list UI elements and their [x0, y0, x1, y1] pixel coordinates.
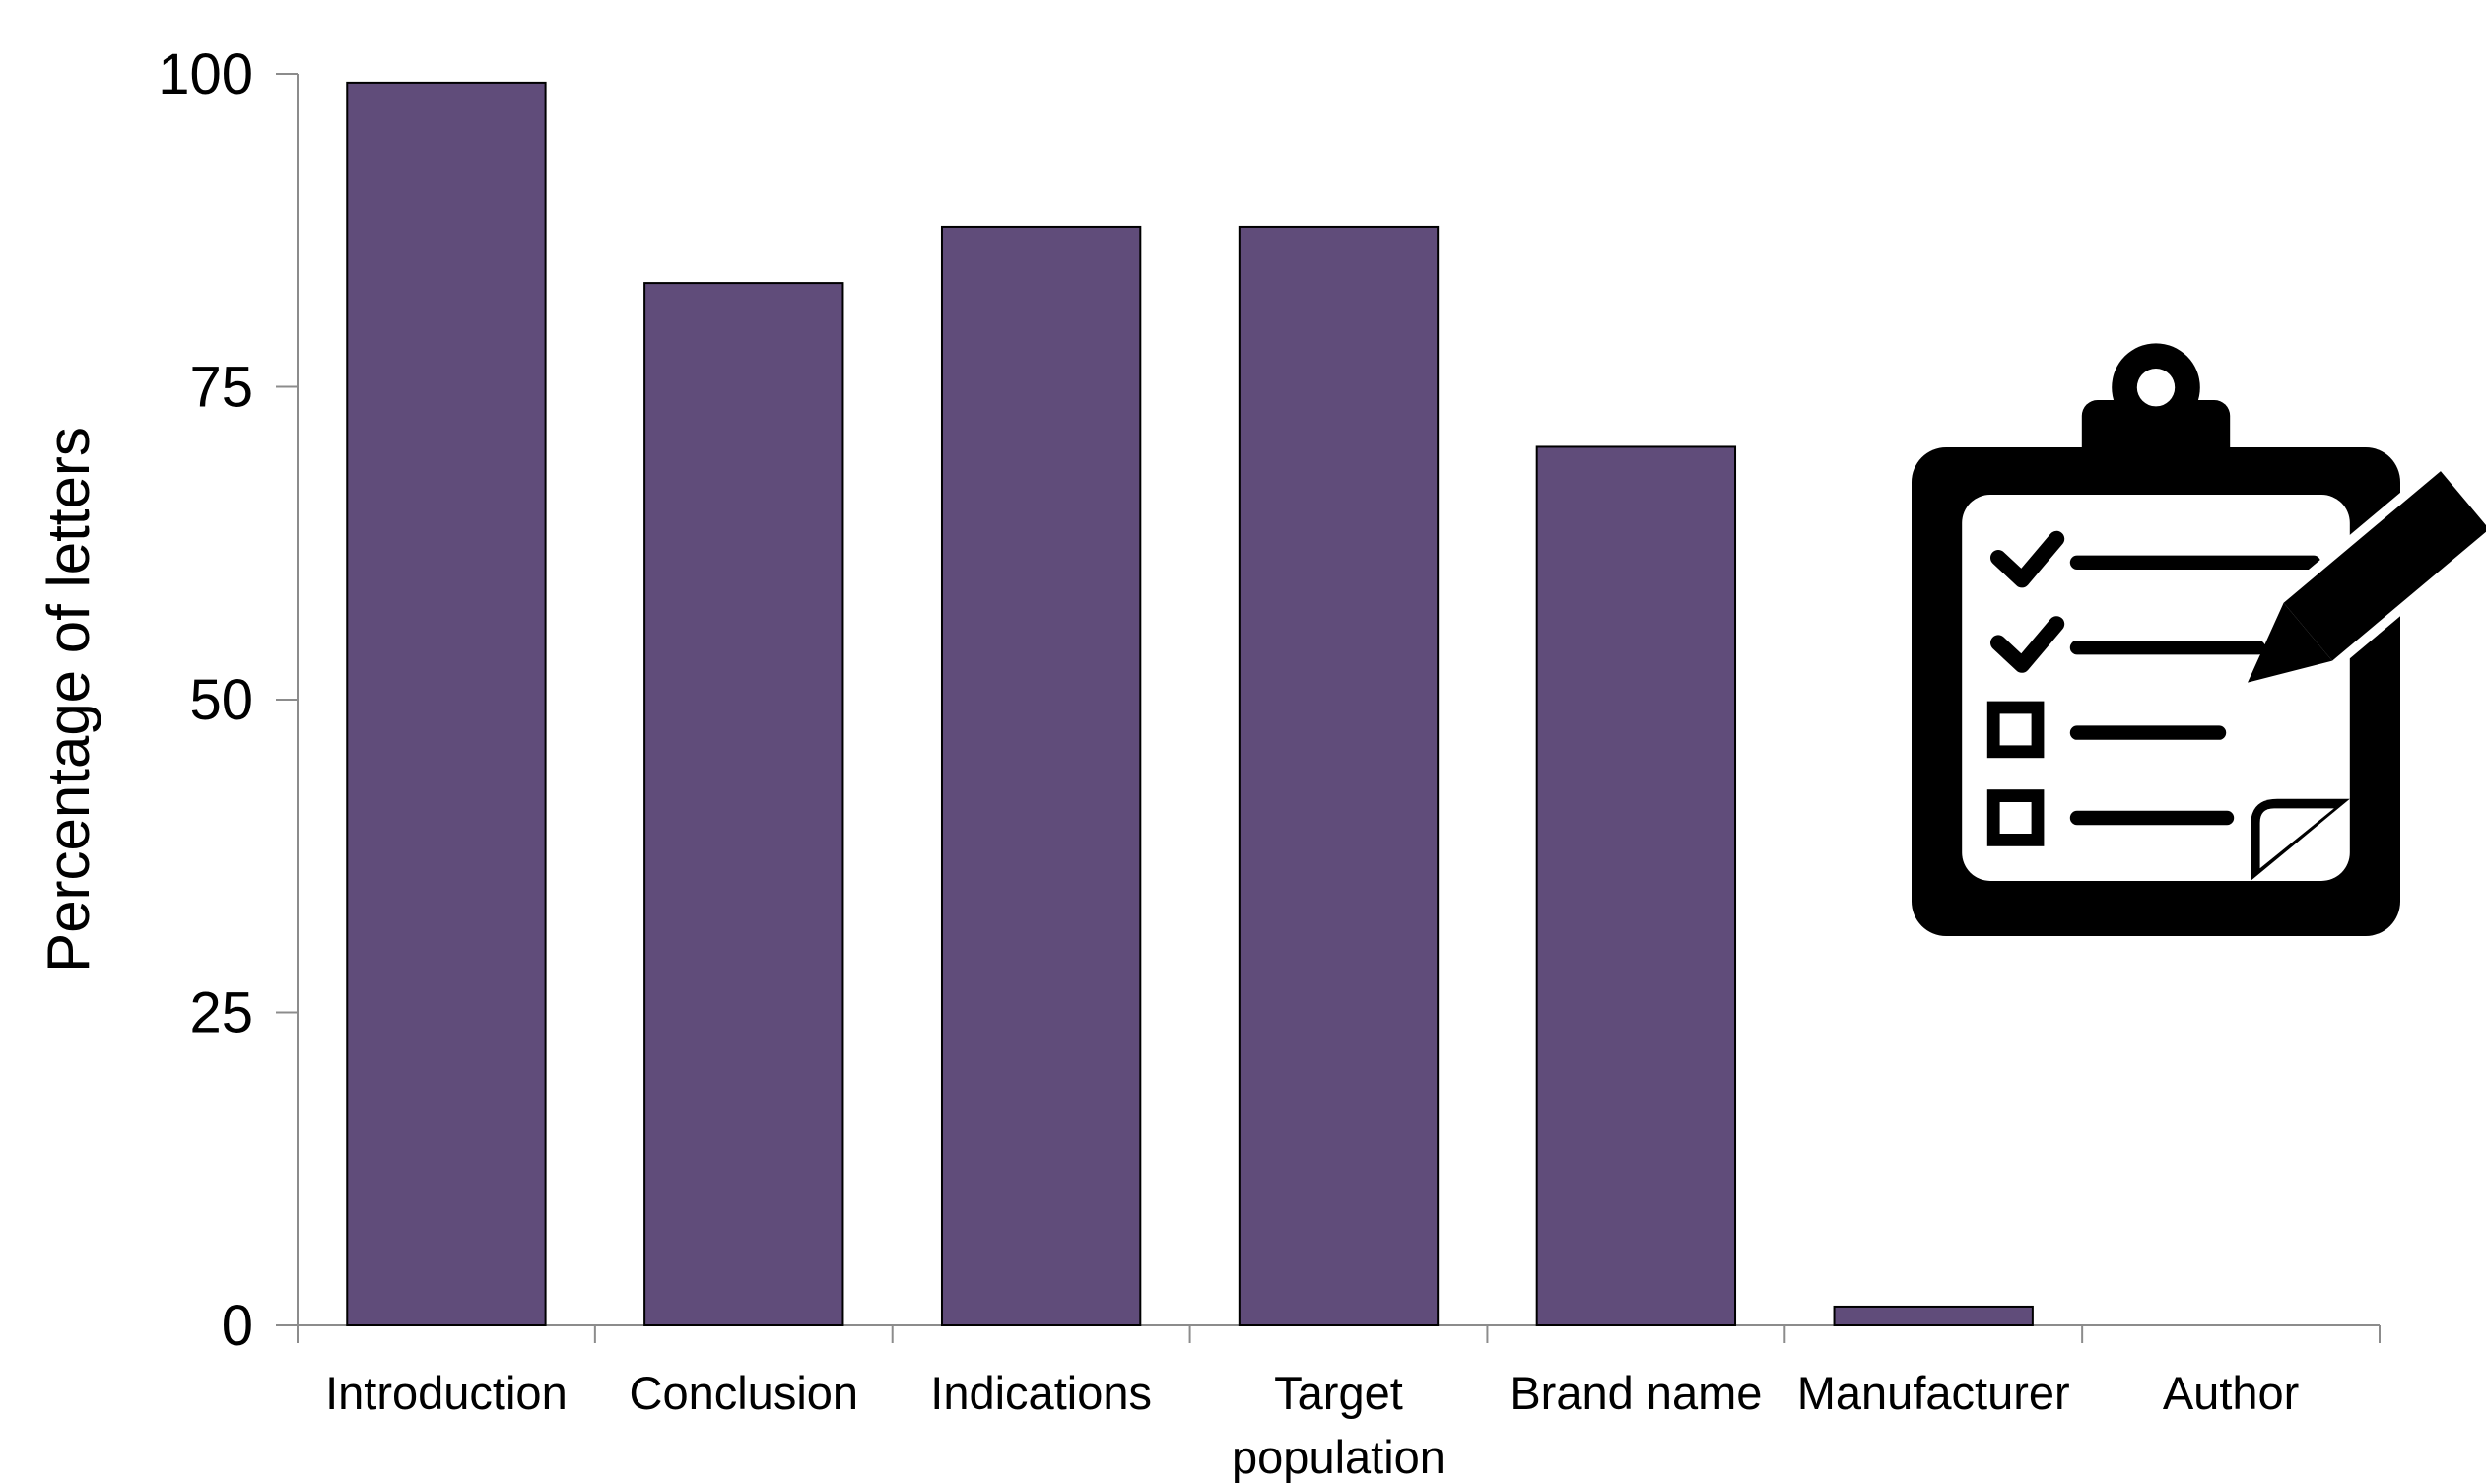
x-tick-label: Conclusion [630, 1367, 859, 1419]
x-tick-label: Brand name [1510, 1367, 1762, 1419]
y-tick-label: 50 [189, 668, 253, 732]
x-tick-label: Author [2163, 1367, 2299, 1419]
x-tick-label: Introduction [325, 1367, 568, 1419]
bar-introduction [346, 81, 547, 1326]
y-tick-label: 0 [222, 1294, 253, 1358]
bar-brand-name [1535, 445, 1737, 1326]
bar-indications [940, 225, 1142, 1327]
x-tick-label: Indications [930, 1367, 1152, 1419]
bar-series [346, 81, 2034, 1327]
y-axis-title: Percentage of letters [35, 427, 101, 973]
clipboard-checklist-icon [1912, 343, 2486, 936]
bar-manufacturer [1833, 1305, 2034, 1326]
x-tick-label: Target population [1232, 1367, 1445, 1483]
x-axis-labels: Introduction Conclusion Indications Target p… [325, 1367, 2299, 1483]
y-axis-ticks: 0 25 50 75 100 [158, 42, 298, 1358]
bar-target-population [1238, 225, 1440, 1327]
y-tick-label: 100 [158, 42, 253, 106]
y-tick-label: 75 [189, 356, 253, 420]
x-tick-label: Manufacturer [1797, 1367, 2070, 1419]
y-tick-label: 25 [189, 981, 253, 1046]
bar-conclusion [643, 282, 844, 1327]
x-axis-ticks [297, 1325, 2381, 1343]
